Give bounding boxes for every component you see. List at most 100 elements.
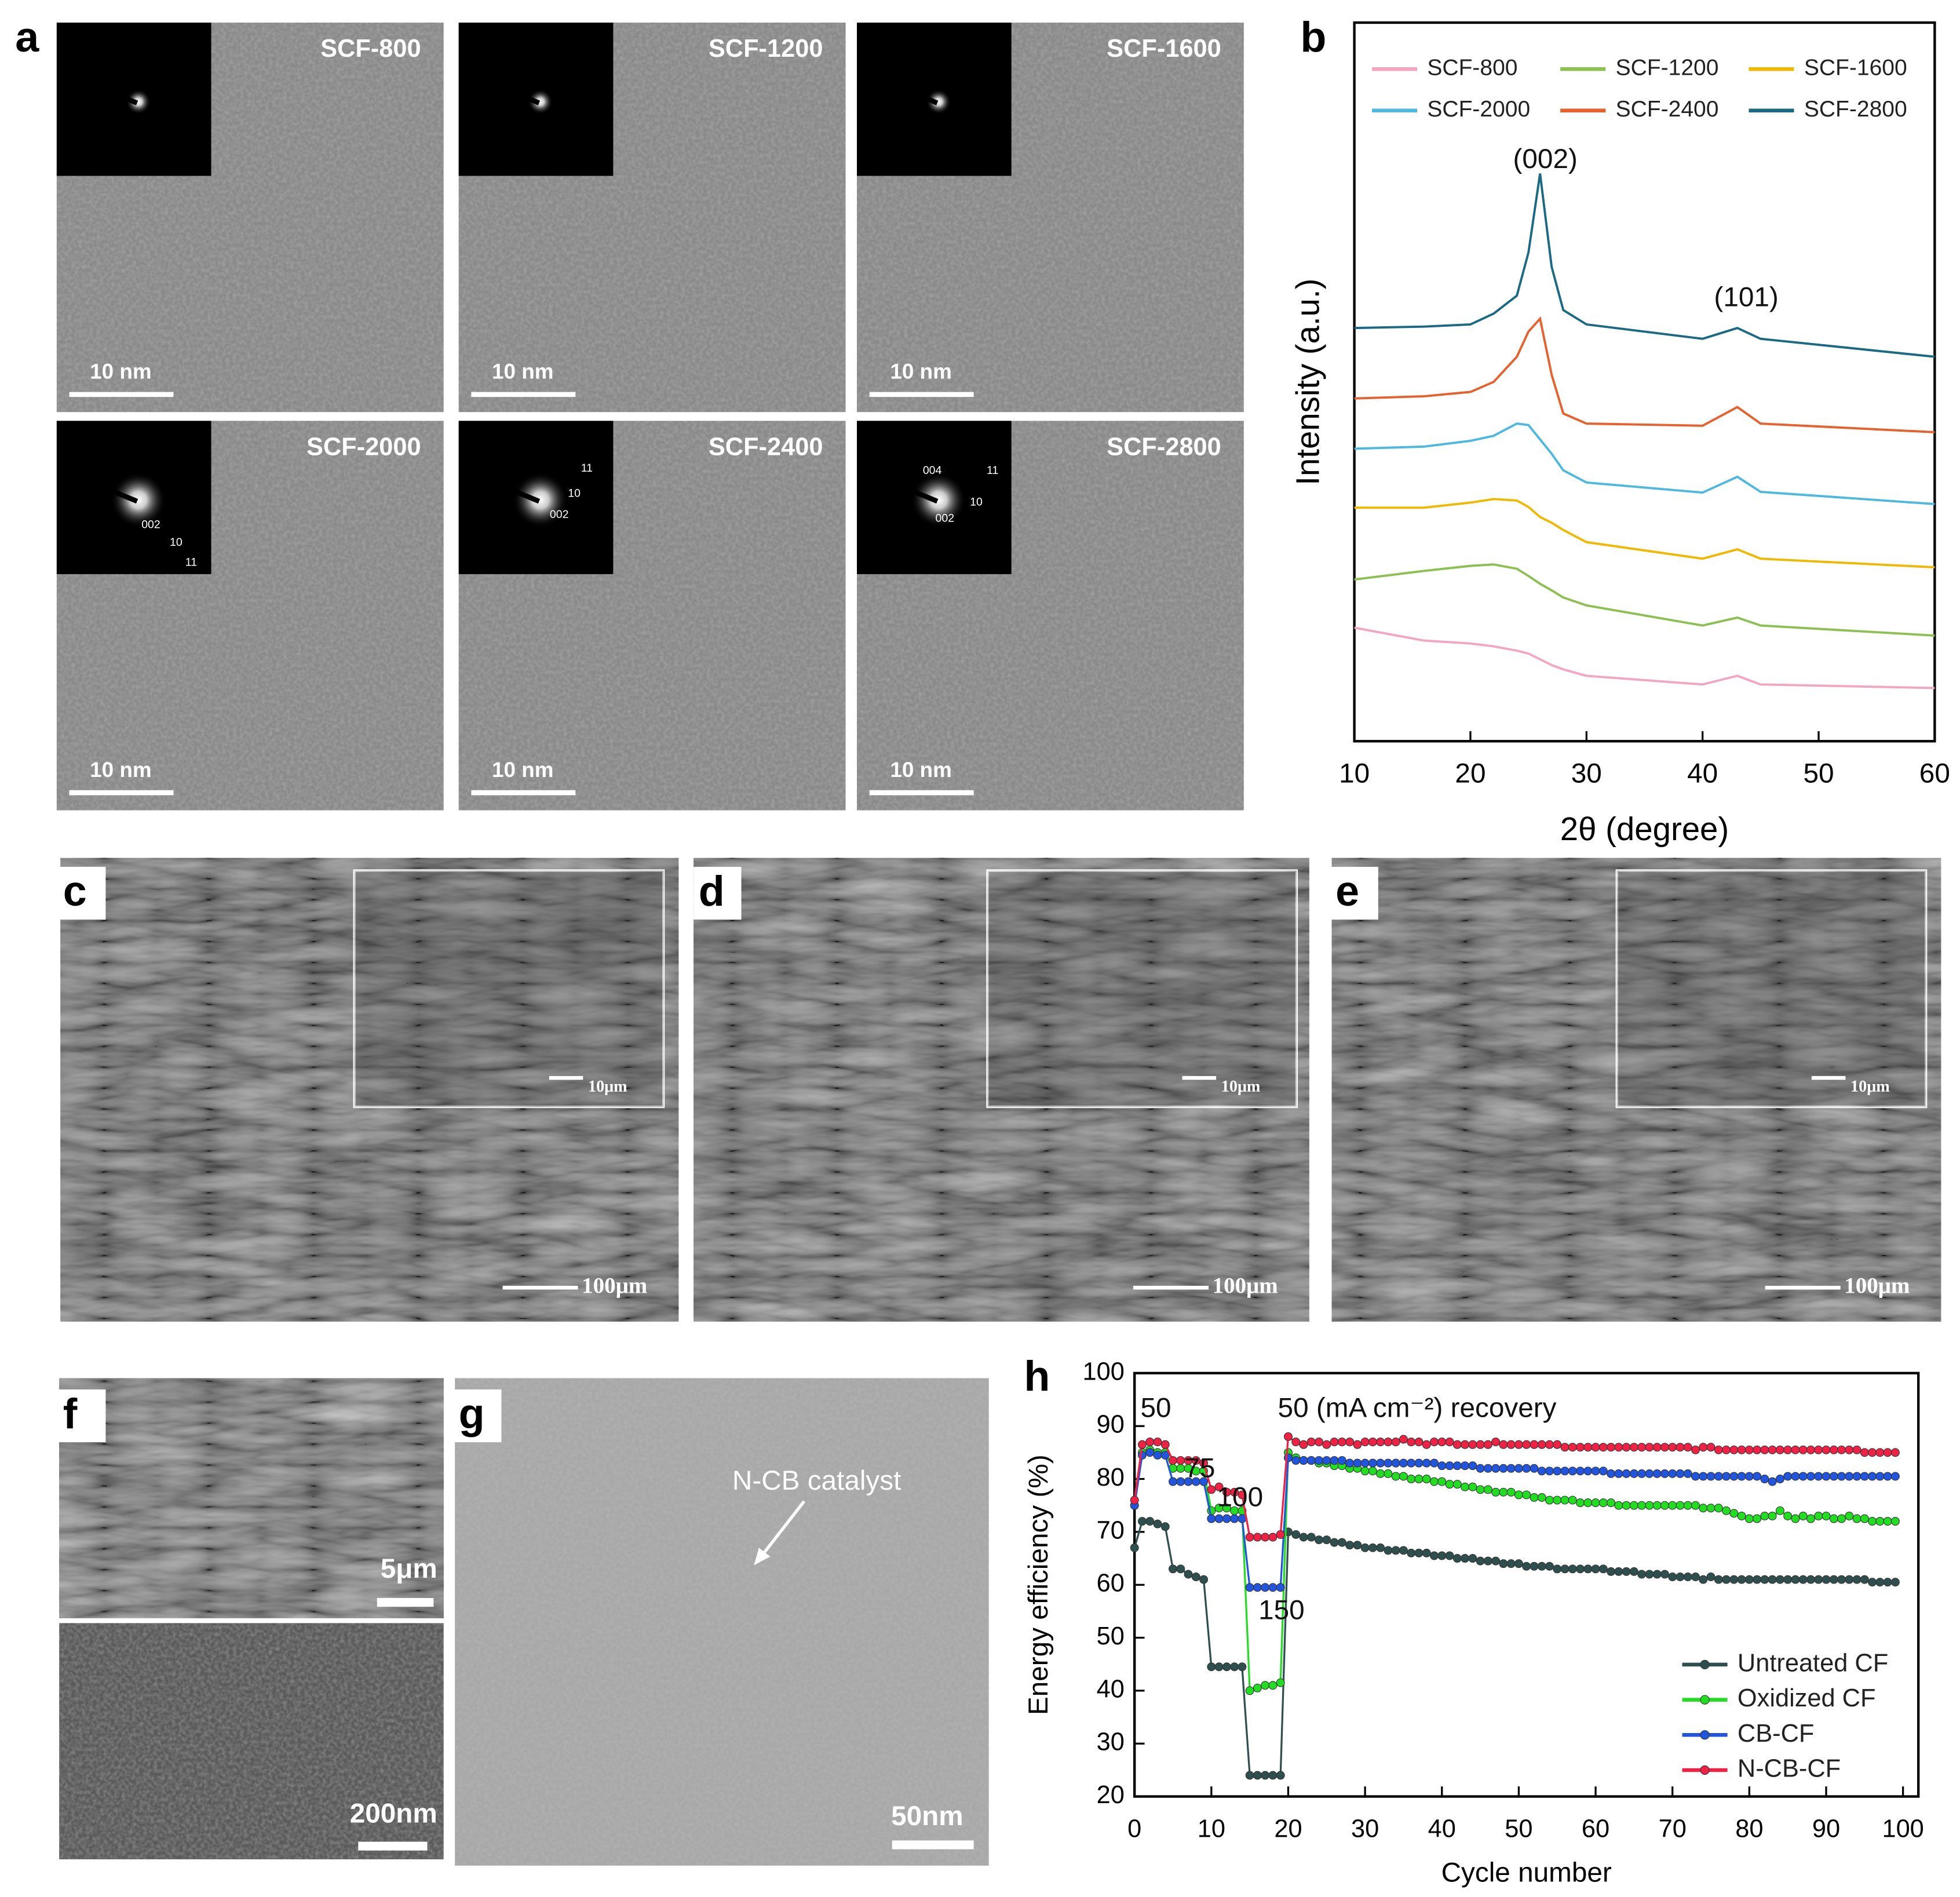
inset-texture (987, 870, 1297, 1107)
data-point (1153, 1519, 1162, 1528)
y-tick-label: 100 (1083, 1358, 1125, 1385)
label-box (1330, 867, 1378, 920)
data-point (1345, 1458, 1355, 1468)
data-point (1306, 1438, 1316, 1447)
data-point (1376, 1438, 1385, 1447)
x-tick-label: 30 (1351, 1815, 1379, 1843)
data-point (1614, 1469, 1623, 1478)
data-point (1230, 1487, 1239, 1497)
data-point (1238, 1514, 1247, 1523)
scale-label: 100μm (1844, 1273, 1910, 1298)
data-point (1852, 1472, 1862, 1481)
data-point (1890, 1448, 1900, 1457)
scale-label: 100μm (1213, 1273, 1278, 1298)
data-point (1668, 1469, 1677, 1478)
data-point (1214, 1662, 1224, 1672)
scale-bar (377, 1597, 434, 1607)
legend-label: N-CB-CF (1738, 1754, 1841, 1782)
data-point (1814, 1445, 1823, 1454)
data-point (1399, 1472, 1408, 1481)
data-point (1768, 1511, 1777, 1520)
data-point (1499, 1559, 1508, 1568)
data-point (1261, 1771, 1270, 1780)
data-point (1729, 1472, 1739, 1481)
data-point (1652, 1443, 1662, 1452)
arrow-head (754, 1548, 771, 1566)
data-point (1499, 1464, 1508, 1473)
y-tick-label: 60 (1097, 1570, 1125, 1597)
data-point (1360, 1543, 1370, 1552)
data-point (1591, 1498, 1600, 1508)
data-point (1445, 1480, 1454, 1489)
data-point (1291, 1530, 1301, 1539)
data-point (1276, 1678, 1285, 1687)
data-point (1783, 1575, 1793, 1584)
data-point (1537, 1440, 1546, 1449)
sample-label: SCF-1600 (1107, 35, 1221, 63)
x-tick-label: 100 (1882, 1815, 1923, 1843)
legend-label: SCF-1200 (1616, 56, 1719, 81)
data-point (1791, 1514, 1800, 1523)
data-point (1461, 1461, 1470, 1471)
data-point (1169, 1456, 1177, 1465)
data-point (1722, 1445, 1731, 1454)
data-point (1598, 1443, 1608, 1452)
data-point (1530, 1562, 1539, 1571)
data-point (1676, 1469, 1685, 1478)
data-point (1875, 1448, 1885, 1457)
data-point (1452, 1461, 1462, 1471)
data-point (1722, 1506, 1731, 1515)
beam-stop (495, 481, 541, 504)
data-point (1384, 1458, 1393, 1468)
data-point (1699, 1575, 1708, 1584)
data-point (1598, 1466, 1608, 1476)
data-point (1760, 1475, 1769, 1484)
data-point (1191, 1573, 1200, 1581)
y-tick-label: 80 (1097, 1464, 1125, 1491)
data-point (1160, 1522, 1170, 1531)
x-axis-label: Cycle number (1441, 1858, 1612, 1888)
data-point (1545, 1440, 1554, 1449)
data-point (1691, 1472, 1700, 1481)
data-point (1753, 1575, 1762, 1584)
data-point (1775, 1475, 1784, 1484)
data-point (1430, 1551, 1439, 1560)
data-point (1261, 1681, 1270, 1690)
data-point (1744, 1575, 1754, 1584)
data-point (1868, 1472, 1877, 1481)
data-point (1683, 1469, 1692, 1478)
sample-label: SCF-800 (320, 35, 421, 63)
annotation: 150 (1258, 1595, 1305, 1625)
data-point (1245, 1686, 1254, 1695)
data-point (1875, 1472, 1885, 1481)
data-point (1238, 1490, 1247, 1500)
saed-label: 002 (550, 508, 569, 521)
data-point (1875, 1517, 1885, 1526)
data-point (1576, 1466, 1585, 1476)
data-point (1553, 1440, 1562, 1449)
data-point (1868, 1448, 1877, 1457)
data-point (1783, 1472, 1793, 1481)
data-point (1414, 1475, 1424, 1484)
scale-label: 5μm (381, 1553, 437, 1584)
data-point (1860, 1448, 1869, 1457)
diffraction-spot (111, 472, 166, 528)
label-box (58, 867, 106, 920)
data-point (1476, 1485, 1485, 1494)
data-point (1607, 1469, 1616, 1478)
data-point (1837, 1472, 1846, 1481)
annotation: 100 (1217, 1482, 1264, 1512)
data-point (1890, 1578, 1900, 1587)
data-point (1806, 1514, 1815, 1523)
data-point (1583, 1443, 1593, 1452)
data-point (1798, 1511, 1808, 1520)
data-point (1476, 1556, 1485, 1566)
data-point (1199, 1458, 1209, 1468)
data-point (1207, 1514, 1216, 1523)
data-point (1890, 1472, 1900, 1481)
data-point (1614, 1567, 1623, 1576)
panel-label: e (1335, 867, 1359, 915)
data-point (1722, 1472, 1731, 1481)
data-point (1399, 1458, 1408, 1468)
